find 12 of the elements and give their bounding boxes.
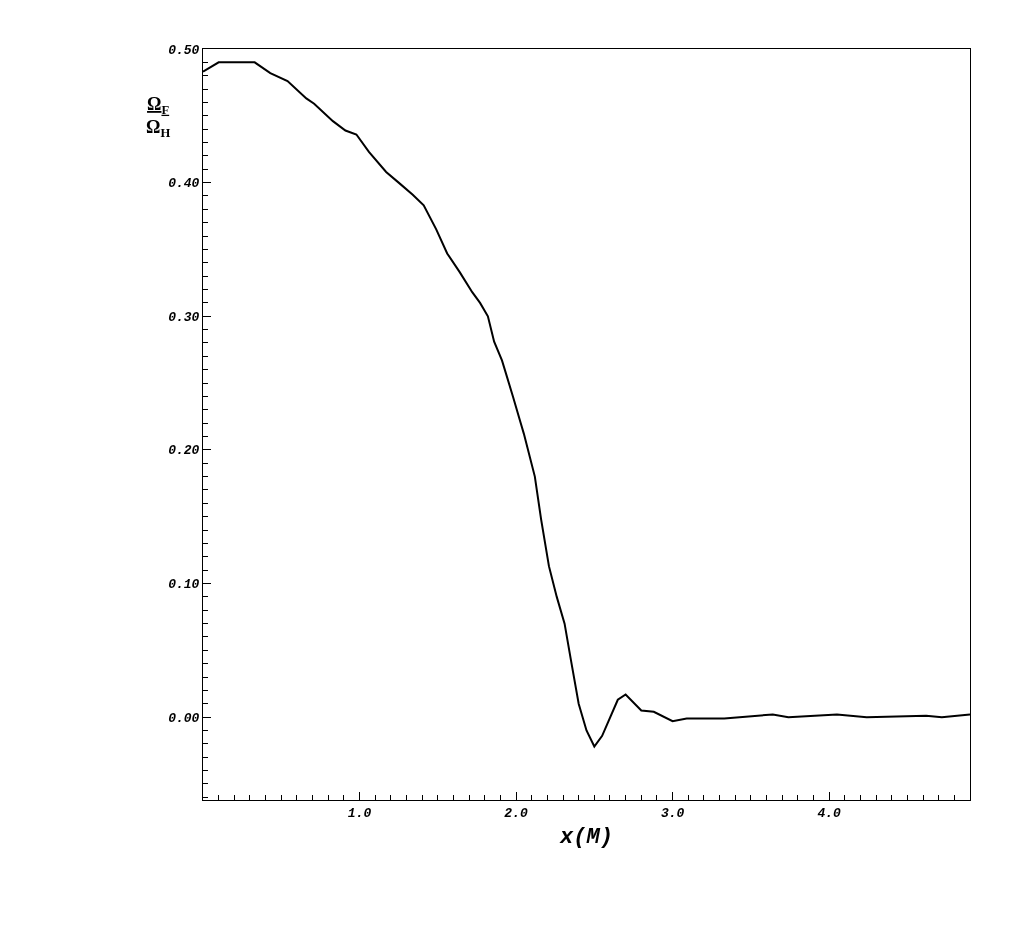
y-tick-label: 0.10 <box>168 577 200 593</box>
y-tick-label: 0.30 <box>168 309 200 325</box>
x-tick-label: 3.0 <box>660 805 685 821</box>
y-tick-label: 0.50 <box>168 42 200 58</box>
y-axis-title: Ω$_{F}$ Ω$_{H}$ <box>146 94 171 141</box>
x-axis-title: x(M) <box>559 825 613 851</box>
x-tick-label: 2.0 <box>504 805 528 821</box>
y-tick-label: 0.20 <box>168 443 200 459</box>
x-tick-label: 1.0 <box>347 805 372 821</box>
x-tick-label: 4.0 <box>817 805 842 821</box>
y-tick-label: 0.00 <box>168 710 200 726</box>
y-tick-label: 0.40 <box>168 176 200 192</box>
